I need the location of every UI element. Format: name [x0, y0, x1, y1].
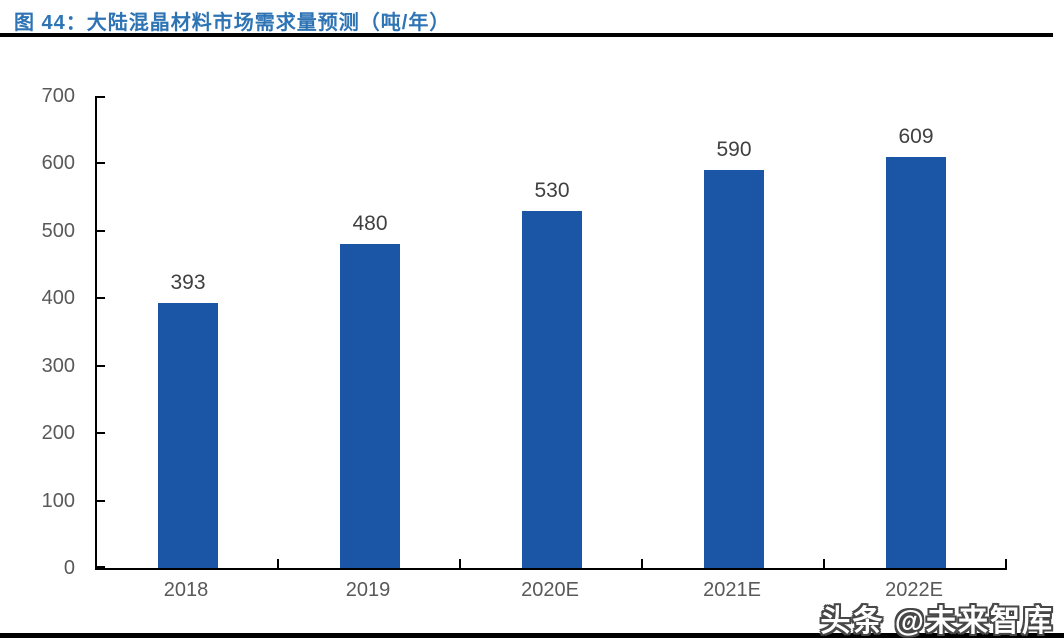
bar — [340, 244, 400, 568]
bar — [704, 170, 764, 568]
y-tick — [97, 297, 105, 300]
bar-value-label: 530 — [534, 178, 570, 202]
y-axis-label: 0 — [63, 557, 75, 579]
y-tick — [97, 566, 105, 568]
y-axis-label: 200 — [41, 422, 75, 445]
bar-value-label: 480 — [352, 212, 388, 236]
bar — [886, 157, 946, 568]
footer-divider — [0, 633, 1064, 638]
plot-area: 393 480 530 590 609 — [95, 96, 1007, 570]
header-divider — [0, 33, 1053, 37]
x-tick — [823, 559, 825, 568]
x-axis-label: 2021E — [703, 579, 761, 601]
y-axis-label: 600 — [41, 152, 75, 175]
x-axis-label: 2018 — [163, 579, 209, 601]
x-axis-label: 2022E — [885, 579, 943, 601]
y-axis-label: 100 — [41, 489, 75, 512]
x-tick — [459, 559, 461, 568]
x-tick — [1005, 559, 1007, 568]
y-tick — [97, 229, 105, 232]
bar — [522, 210, 582, 568]
y-tick — [97, 364, 105, 367]
bar-value-label: 393 — [170, 271, 206, 295]
bar-value-label: 609 — [898, 125, 934, 149]
y-axis-label: 300 — [41, 354, 75, 377]
bar-value-label: 590 — [716, 138, 752, 162]
x-tick — [277, 559, 279, 568]
y-tick — [97, 96, 105, 98]
x-axis-label: 2019 — [345, 579, 391, 601]
y-tick — [97, 162, 105, 165]
y-axis-label: 500 — [41, 219, 75, 242]
watermark: 头条 @未来智库 — [820, 605, 1054, 638]
y-tick — [97, 432, 105, 435]
y-axis-label: 700 — [41, 85, 75, 107]
figure-title: 图 44：大陆混晶材料市场需求量预测（吨/年） — [14, 12, 451, 34]
y-axis-label: 400 — [41, 287, 75, 310]
bar — [158, 303, 218, 568]
y-tick — [97, 499, 105, 502]
x-tick — [641, 559, 643, 568]
x-axis-label: 2020E — [521, 579, 579, 601]
